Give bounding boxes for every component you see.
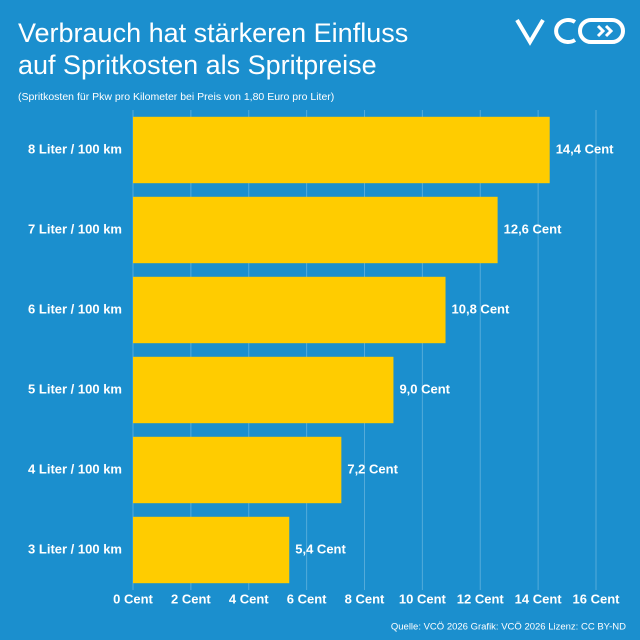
x-tick-label: 2 Cent xyxy=(171,591,211,606)
y-tick-label: 4 Liter / 100 km xyxy=(28,461,122,476)
y-tick-label: 7 Liter / 100 km xyxy=(28,221,122,236)
value-label: 9,0 Cent xyxy=(399,381,450,396)
y-tick-label: 5 Liter / 100 km xyxy=(28,381,122,396)
x-tick-label: 6 Cent xyxy=(287,591,327,606)
bar xyxy=(133,436,342,504)
bar xyxy=(133,116,550,184)
value-label: 7,2 Cent xyxy=(347,461,398,476)
chart-subtitle: (Spritkosten für Pkw pro Kilometer bei P… xyxy=(18,91,334,103)
bar xyxy=(133,276,446,344)
source: Quelle: VCÖ 2026 Grafik: VCÖ 2026 Lizenz… xyxy=(391,622,626,633)
bar xyxy=(133,516,290,584)
x-tick-label: 4 Cent xyxy=(229,591,269,606)
bar xyxy=(133,356,394,424)
x-tick-label: 14 Cent xyxy=(515,591,563,606)
x-tick-label: 0 Cent xyxy=(113,591,153,606)
y-tick-label: 6 Liter / 100 km xyxy=(28,301,122,316)
chart-title: auf Spritkosten als Spritpreise xyxy=(18,50,377,80)
x-tick-label: 16 Cent xyxy=(573,591,621,606)
bar xyxy=(133,196,498,264)
chart-title: Verbrauch hat stärkeren Einfluss xyxy=(18,18,408,48)
x-tick-label: 10 Cent xyxy=(399,591,447,606)
x-tick-label: 12 Cent xyxy=(457,591,505,606)
y-tick-label: 3 Liter / 100 km xyxy=(28,541,122,556)
x-tick-label: 8 Cent xyxy=(345,591,385,606)
value-label: 5,4 Cent xyxy=(295,541,346,556)
y-tick-label: 8 Liter / 100 km xyxy=(28,141,122,156)
value-label: 12,6 Cent xyxy=(504,221,562,236)
logo xyxy=(515,18,625,46)
value-label: 10,8 Cent xyxy=(452,301,510,316)
value-label: 14,4 Cent xyxy=(556,141,614,156)
